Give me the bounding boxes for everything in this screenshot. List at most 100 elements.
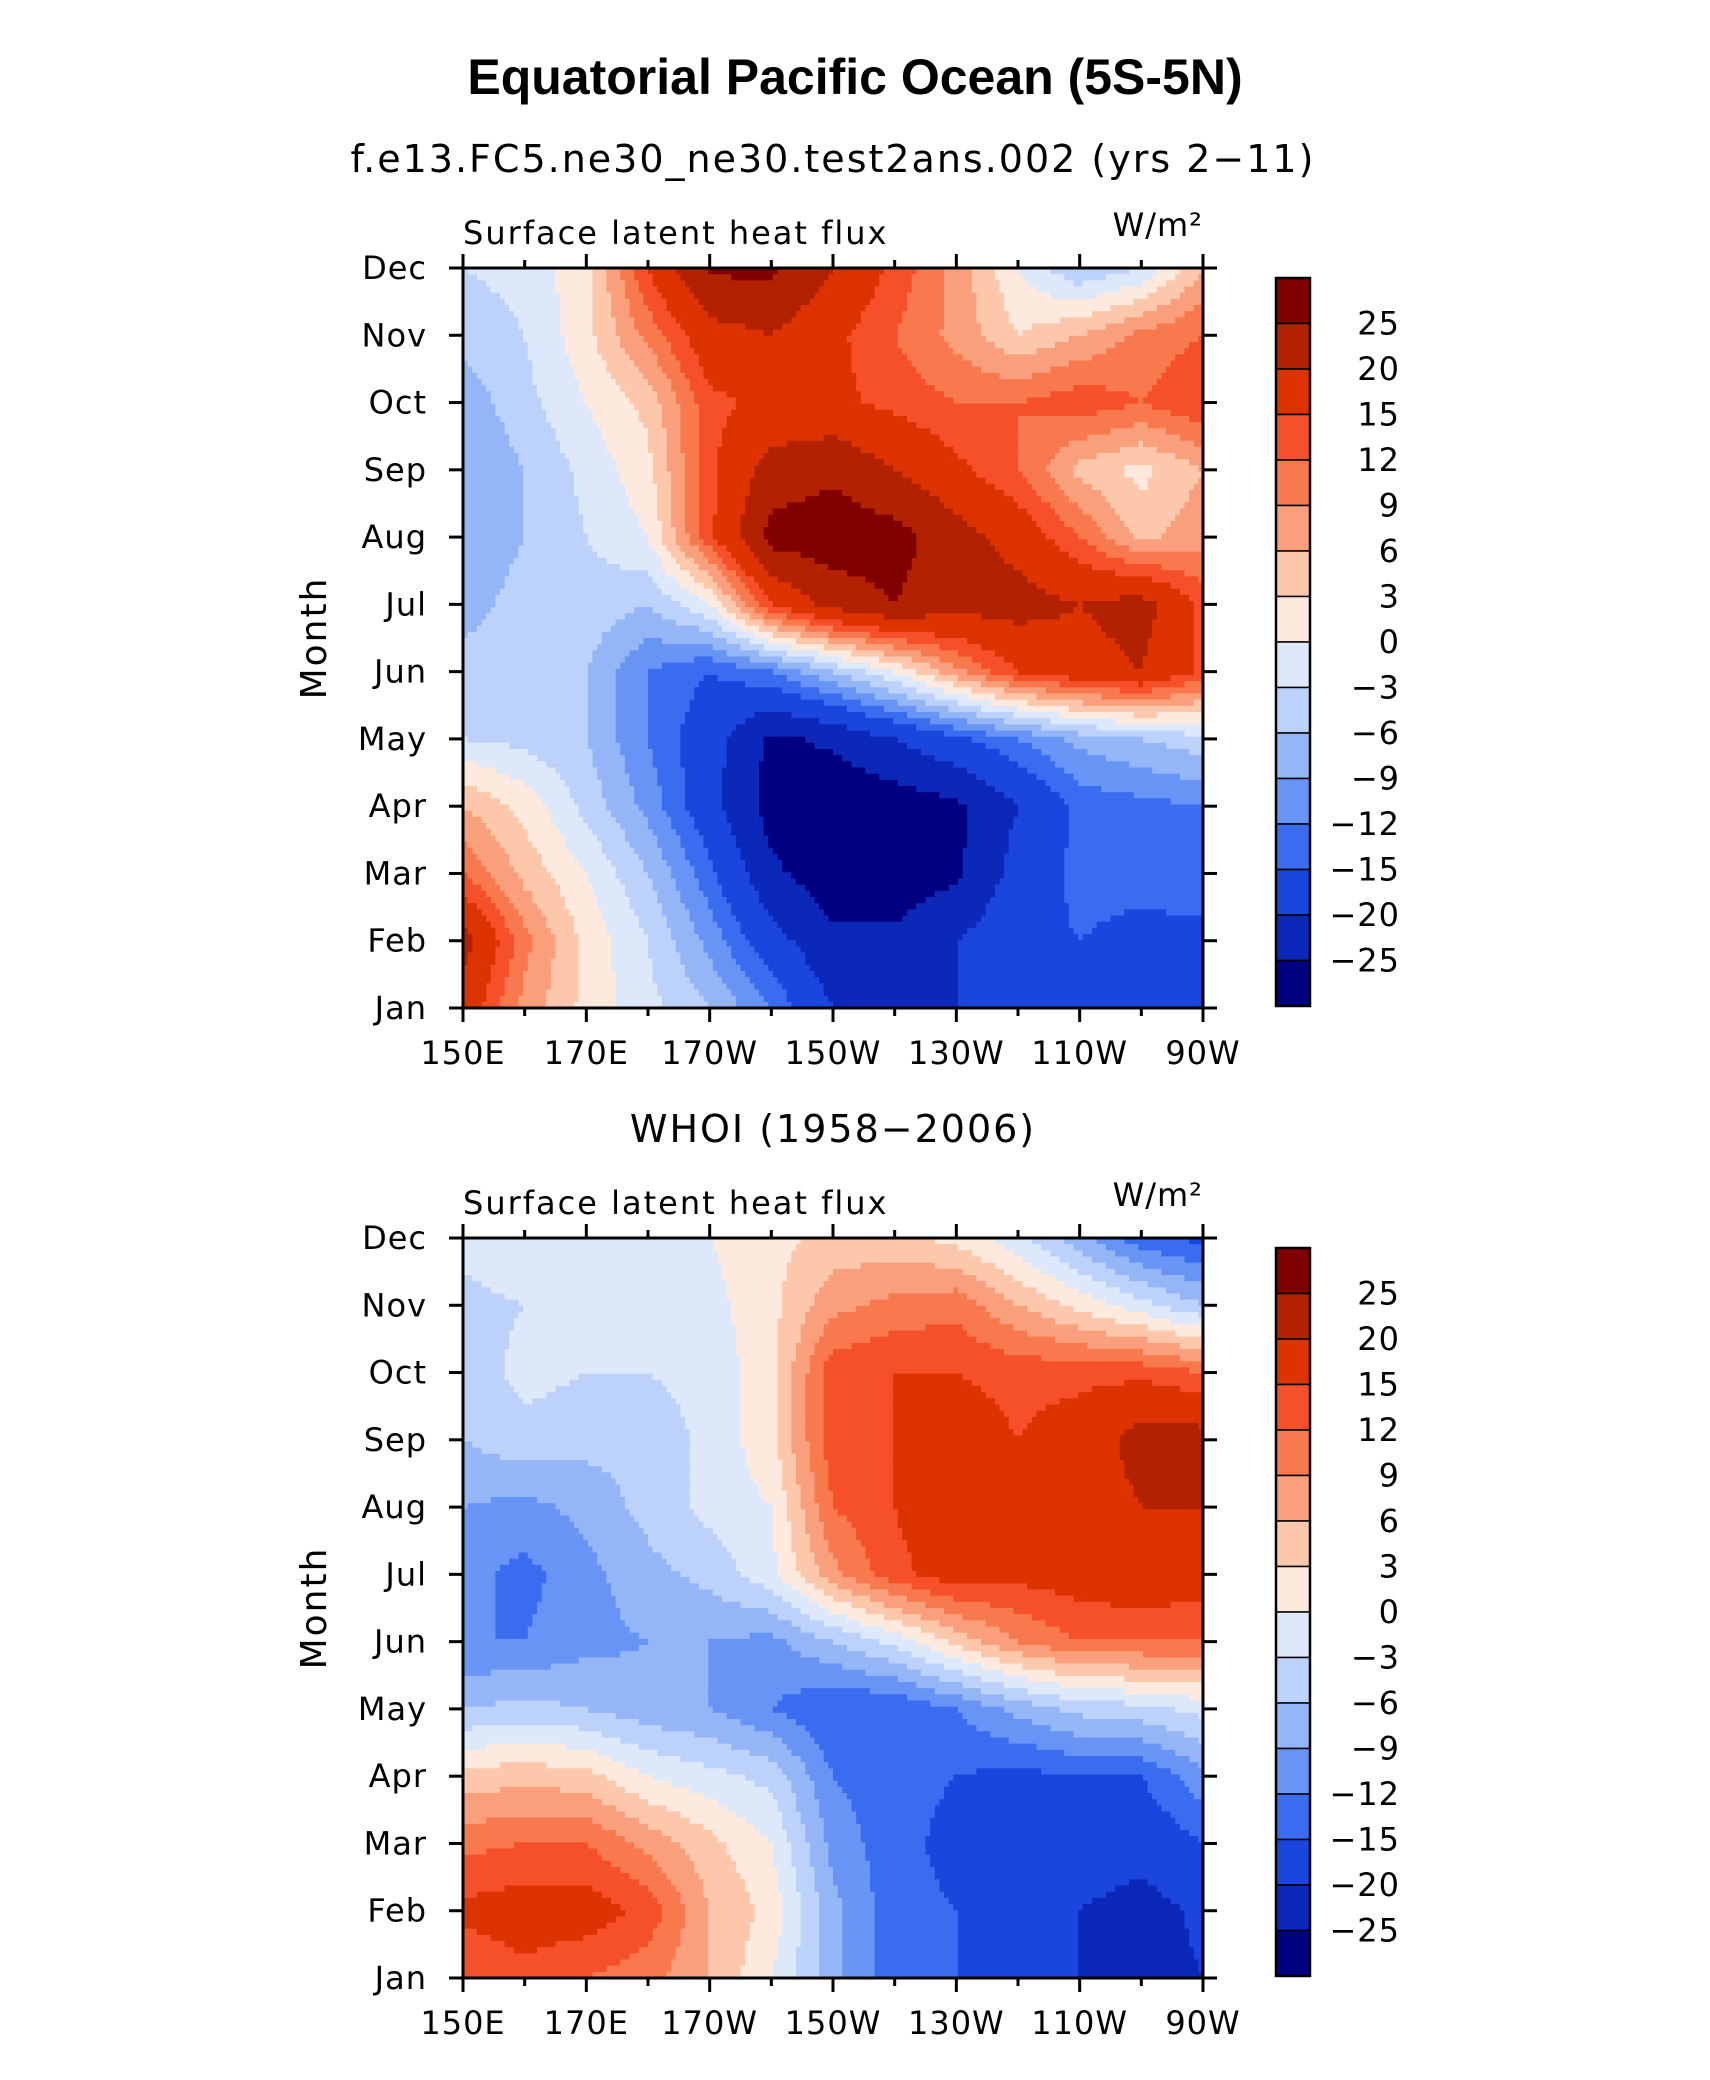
- x-tick-label: 170W: [661, 2004, 758, 2042]
- contour-cell: [823, 1379, 894, 1387]
- contour-cell: [490, 1669, 709, 1677]
- contour-cell: [685, 520, 700, 528]
- contour-cell: [819, 675, 853, 682]
- contour-cell: [569, 354, 603, 362]
- contour-cell: [994, 274, 1024, 281]
- contour-cell: [601, 1823, 649, 1831]
- contour-cell: [1193, 483, 1203, 491]
- contour-cell: [671, 342, 691, 349]
- contour-cell: [944, 687, 973, 695]
- contour-cell: [583, 391, 626, 399]
- contour-cell: [874, 1916, 959, 1924]
- contour-cell: [731, 1552, 779, 1560]
- contour-cell: [638, 1879, 672, 1887]
- contour-cell: [1170, 298, 1203, 306]
- contour-cell: [879, 1638, 917, 1646]
- contour-cell: [513, 1324, 737, 1332]
- contour-cell: [1119, 644, 1149, 651]
- contour-cell: [708, 1657, 820, 1665]
- contour-cell: [1142, 311, 1186, 318]
- contour-cell: [648, 305, 668, 312]
- contour-cell: [708, 1651, 802, 1658]
- contour-cell: [888, 687, 917, 695]
- contour-cell: [805, 1768, 834, 1776]
- contour-cell: [652, 453, 668, 460]
- contour-cell: [463, 773, 510, 781]
- contour-cell: [782, 1910, 802, 1917]
- contour-cell: [930, 1860, 1203, 1868]
- contour-cell: [809, 1842, 829, 1850]
- contour-cell: [800, 946, 959, 954]
- contour-cell: [666, 1558, 737, 1566]
- contour-cell: [555, 767, 598, 775]
- contour-cell: [671, 477, 686, 485]
- colorbar-label: 15: [1357, 1366, 1400, 1404]
- contour-cell: [782, 1891, 802, 1899]
- contour-cell: [611, 1756, 681, 1763]
- contour-cell: [1129, 268, 1158, 275]
- contour-cell: [874, 1910, 959, 1917]
- contour-cell: [606, 1577, 691, 1584]
- contour-cell: [500, 798, 543, 806]
- contour-cell: [500, 1453, 691, 1461]
- contour-cell: [1078, 459, 1190, 466]
- contour-cell: [611, 1472, 691, 1480]
- contour-cell: [463, 1737, 621, 1745]
- contour-cell: [1189, 749, 1203, 756]
- contour-cell: [634, 274, 654, 281]
- contour-cell: [870, 1867, 936, 1874]
- contour-cell: [671, 551, 686, 559]
- contour-cell: [749, 1577, 783, 1584]
- contour-cell: [1142, 1651, 1203, 1658]
- contour-cell: [509, 434, 557, 442]
- contour-cell: [809, 964, 959, 972]
- contour-cell: [671, 496, 686, 503]
- contour-cell: [1184, 730, 1203, 738]
- contour-cell: [1189, 1941, 1203, 1948]
- contour-cell: [703, 995, 737, 1003]
- contour-cell: [463, 1786, 501, 1794]
- contour-cell: [1087, 539, 1116, 547]
- contour-cell: [934, 755, 1010, 762]
- contour-cell: [472, 1441, 691, 1449]
- contour-cell: [967, 1632, 1010, 1640]
- contour-cell: [731, 551, 755, 559]
- contour-cell: [726, 650, 760, 658]
- contour-cell: [735, 1867, 779, 1874]
- contour-cell: [1152, 465, 1199, 473]
- contour-cell: [463, 1367, 506, 1375]
- contour-cell: [722, 428, 931, 436]
- contour-cell: [1036, 1410, 1203, 1418]
- contour-cell: [1036, 1287, 1079, 1295]
- contour-cell: [726, 416, 908, 423]
- contour-cell: [675, 940, 705, 947]
- y-tick-label: Mar: [364, 1824, 427, 1862]
- contour-cell: [463, 718, 589, 725]
- contour-cell: [874, 286, 913, 294]
- contour-cell: [726, 1293, 783, 1301]
- contour-cell: [759, 989, 788, 997]
- contour-cell: [634, 1842, 681, 1850]
- contour-cell: [574, 471, 621, 479]
- contour-cell: [833, 668, 866, 676]
- contour-cell: [800, 1904, 820, 1911]
- x-tick-label: 170W: [661, 1034, 758, 1072]
- contour-cell: [833, 1638, 880, 1646]
- contour-cell: [1073, 927, 1093, 935]
- contour-cell: [680, 360, 700, 368]
- colorbar-frame: [1274, 1246, 1312, 1978]
- contour-cell: [481, 1281, 728, 1288]
- colorbar-label: 6: [1379, 1502, 1400, 1540]
- contour-cell: [1018, 428, 1112, 436]
- contour-cell: [740, 1873, 779, 1880]
- contour-cell: [800, 1324, 825, 1332]
- contour-cell: [1152, 1379, 1203, 1387]
- contour-cell: [870, 1564, 913, 1572]
- contour-cell: [911, 280, 945, 288]
- contour-cell: [578, 860, 612, 867]
- contour-cell: [823, 1410, 894, 1418]
- contour-cell: [1110, 305, 1158, 312]
- contour-cell: [463, 786, 478, 793]
- contour-cell: [990, 699, 1028, 707]
- contour-cell: [902, 1620, 940, 1628]
